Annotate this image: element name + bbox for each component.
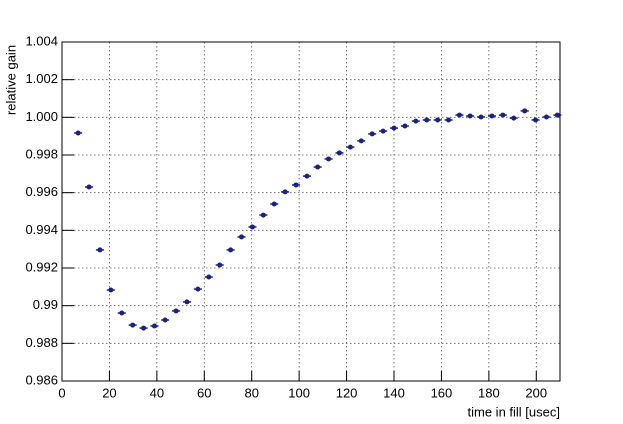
y-tick-label: 0.992 xyxy=(25,259,58,274)
point xyxy=(424,117,430,123)
x-tick-label: 180 xyxy=(478,385,500,400)
point xyxy=(151,323,157,329)
point xyxy=(249,224,255,230)
y-tick-label: 0.996 xyxy=(25,184,58,199)
point xyxy=(97,247,103,253)
y-tick-label: 0.994 xyxy=(25,222,58,237)
x-tick-label: 160 xyxy=(431,385,453,400)
x-tick-label: 80 xyxy=(244,385,258,400)
point xyxy=(347,144,353,150)
point xyxy=(86,184,92,190)
point xyxy=(315,164,321,170)
point xyxy=(402,123,408,129)
point xyxy=(435,117,441,123)
point xyxy=(108,287,114,293)
y-axis-label: relative gain xyxy=(3,45,18,115)
point xyxy=(184,299,190,305)
point xyxy=(260,212,266,218)
x-tick-label: 100 xyxy=(288,385,310,400)
plot-frame xyxy=(61,41,561,382)
point xyxy=(543,114,549,120)
point xyxy=(293,182,299,188)
x-tick-label: 200 xyxy=(525,385,547,400)
point xyxy=(511,115,517,121)
point xyxy=(130,322,136,328)
y-tick-label: 1.000 xyxy=(25,109,58,124)
point xyxy=(554,112,560,118)
x-axis-label: time in fill [usec] xyxy=(468,404,560,419)
point xyxy=(478,114,484,120)
point xyxy=(162,317,168,323)
point xyxy=(304,173,310,179)
y-tick-label: 1.002 xyxy=(25,71,58,86)
point xyxy=(533,117,539,123)
x-tick-label: 40 xyxy=(150,385,164,400)
point xyxy=(467,113,473,119)
point xyxy=(358,138,364,144)
point xyxy=(456,112,462,118)
y-tick-label: 0.986 xyxy=(25,372,58,387)
x-tick-label: 20 xyxy=(102,385,116,400)
point xyxy=(239,234,245,240)
point xyxy=(217,262,223,268)
point xyxy=(173,308,179,314)
point xyxy=(336,150,342,156)
point xyxy=(119,310,125,316)
x-tick-label: 0 xyxy=(58,385,65,400)
y-tick-label: 0.99 xyxy=(33,297,58,312)
point xyxy=(522,108,528,114)
point xyxy=(391,125,397,131)
point xyxy=(489,113,495,119)
point xyxy=(206,274,212,280)
point xyxy=(326,156,332,162)
y-tick-label: 0.988 xyxy=(25,335,58,350)
x-tick-label: 60 xyxy=(197,385,211,400)
point xyxy=(446,117,452,123)
x-tick-label: 120 xyxy=(336,385,358,400)
point xyxy=(282,189,288,195)
point xyxy=(413,118,419,124)
point xyxy=(195,286,201,292)
x-tick-label: 140 xyxy=(383,385,405,400)
point xyxy=(228,247,234,253)
y-tick-label: 0.998 xyxy=(25,146,58,161)
y-tick-label: 1.004 xyxy=(25,33,58,48)
point xyxy=(141,325,147,331)
point xyxy=(500,112,506,118)
point xyxy=(369,131,375,137)
point xyxy=(75,130,81,136)
point xyxy=(271,201,277,207)
point xyxy=(380,128,386,134)
